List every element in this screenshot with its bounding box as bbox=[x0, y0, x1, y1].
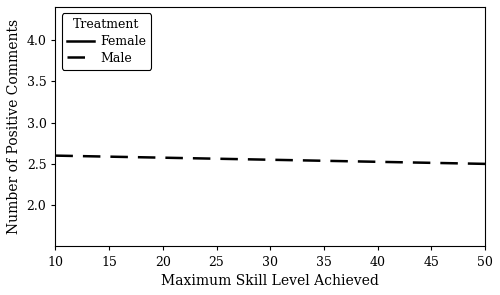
Legend: Female, Male: Female, Male bbox=[62, 13, 152, 70]
Y-axis label: Number of Positive Comments: Number of Positive Comments bbox=[7, 19, 21, 234]
X-axis label: Maximum Skill Level Achieved: Maximum Skill Level Achieved bbox=[162, 274, 379, 288]
